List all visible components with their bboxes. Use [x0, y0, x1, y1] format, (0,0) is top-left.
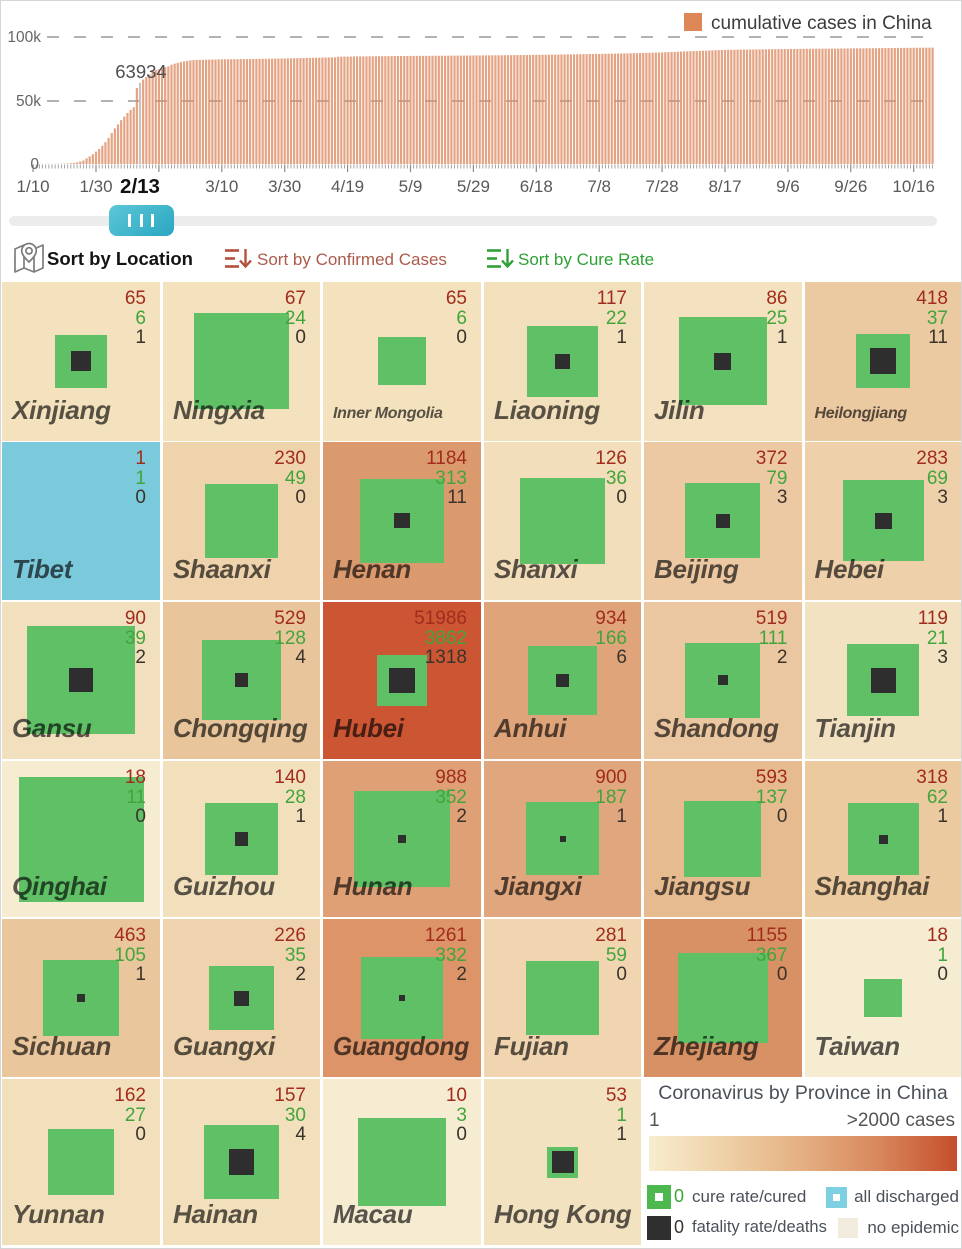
svg-text:1/30: 1/30 — [79, 177, 112, 196]
svg-text:cumulative cases in China: cumulative cases in China — [711, 13, 932, 34]
svg-text:3/30: 3/30 — [268, 177, 301, 196]
svg-text:9/6: 9/6 — [776, 177, 800, 196]
svg-text:4/19: 4/19 — [331, 177, 364, 196]
svg-text:1/10: 1/10 — [17, 177, 50, 196]
svg-text:100k: 100k — [7, 29, 41, 46]
svg-text:2/13: 2/13 — [120, 175, 160, 198]
svg-text:5/29: 5/29 — [457, 177, 490, 196]
svg-text:5/9: 5/9 — [399, 177, 423, 196]
svg-text:8/17: 8/17 — [708, 177, 741, 196]
svg-text:0: 0 — [30, 156, 39, 173]
svg-text:50k: 50k — [16, 93, 41, 110]
svg-text:10/16: 10/16 — [892, 177, 935, 196]
svg-text:9/26: 9/26 — [834, 177, 867, 196]
svg-text:6/18: 6/18 — [520, 177, 553, 196]
svg-text:7/28: 7/28 — [646, 177, 679, 196]
svg-text:7/8: 7/8 — [587, 177, 611, 196]
svg-text:63934: 63934 — [115, 61, 166, 82]
svg-text:3/10: 3/10 — [205, 177, 238, 196]
